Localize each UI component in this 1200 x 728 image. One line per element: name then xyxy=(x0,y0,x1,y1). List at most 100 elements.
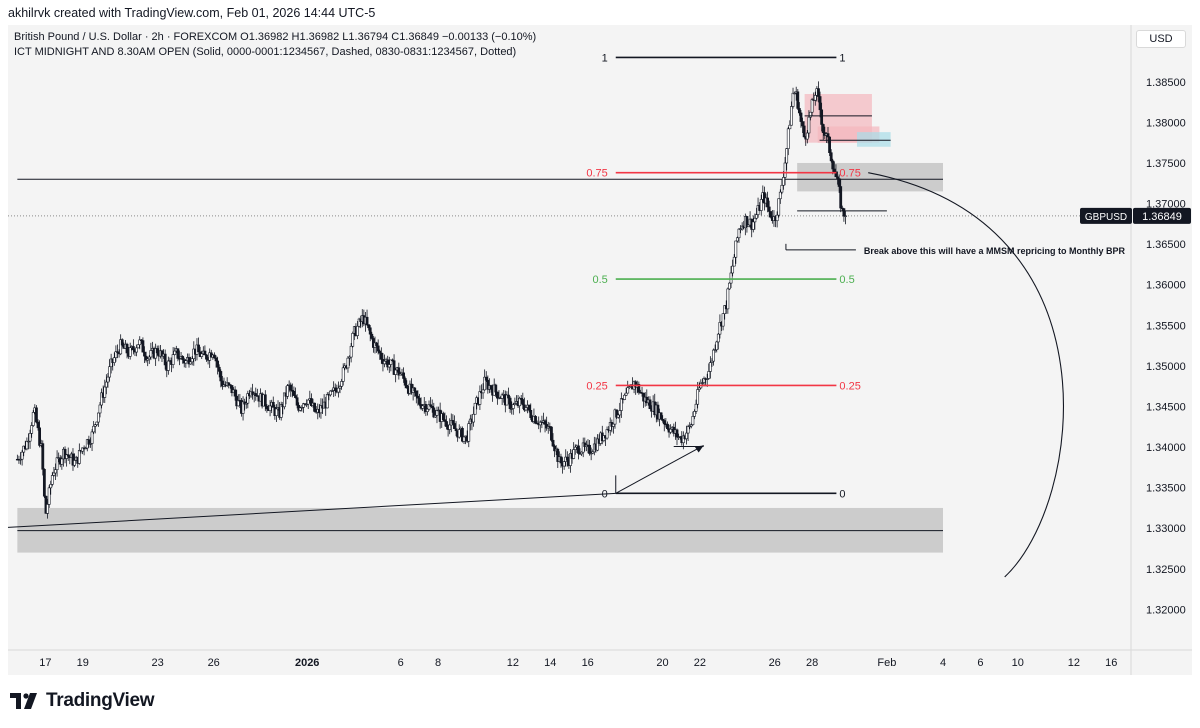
candle-up xyxy=(513,403,517,405)
candle-down xyxy=(219,371,223,382)
candle-up xyxy=(236,400,240,407)
candle-down xyxy=(391,359,394,362)
candle-down xyxy=(745,216,749,227)
candle-down xyxy=(418,397,421,405)
candle-down xyxy=(120,339,124,346)
candle-down xyxy=(527,404,531,411)
candle-up xyxy=(481,389,485,394)
candle-down xyxy=(289,384,293,391)
candle-up xyxy=(462,436,466,442)
candle-down xyxy=(543,420,547,425)
time-tick-label: 20 xyxy=(656,657,668,669)
time-tick-label: 22 xyxy=(694,657,706,669)
candle-up xyxy=(394,369,398,375)
candle-down xyxy=(163,353,167,366)
candle-down xyxy=(796,91,800,109)
time-tick-label: 6 xyxy=(977,657,983,669)
candle-up xyxy=(707,371,711,379)
candle-down xyxy=(821,124,825,133)
candle-down xyxy=(424,404,428,412)
candle-up xyxy=(128,347,132,357)
candle-up xyxy=(562,461,566,467)
fib-label-right: 0.75 xyxy=(839,168,860,180)
candle-down xyxy=(217,366,221,372)
candle-up xyxy=(735,237,739,242)
price-tick-label: 1.37500 xyxy=(1146,158,1186,170)
candle-up xyxy=(755,214,758,219)
candle-up xyxy=(136,344,140,349)
candle-up xyxy=(286,385,289,397)
candle-up xyxy=(108,366,111,378)
candle-up xyxy=(302,403,305,408)
candle-up xyxy=(693,411,696,417)
candle-up xyxy=(173,350,177,355)
candle-down xyxy=(36,421,40,429)
candle-down xyxy=(842,208,846,217)
candle-up xyxy=(713,349,717,351)
annotation-text: Break above this will have a MMSM repric… xyxy=(864,246,1126,256)
candle-down xyxy=(577,445,580,454)
price-tick-label: 1.32000 xyxy=(1146,604,1186,616)
candle-up xyxy=(50,475,54,485)
candle-down xyxy=(155,348,159,354)
candle-up xyxy=(387,364,391,368)
candle-down xyxy=(832,168,836,173)
candle-up xyxy=(753,217,757,223)
candle-up xyxy=(810,99,814,113)
candle-up xyxy=(433,415,437,418)
candle-down xyxy=(141,340,145,353)
tradingview-brand: TradingView xyxy=(10,690,155,712)
candle-up xyxy=(732,256,736,267)
candle-down xyxy=(826,133,830,138)
price-tick-label: 1.32500 xyxy=(1146,564,1186,576)
candle-up xyxy=(729,272,733,284)
candle-up xyxy=(473,402,477,415)
candle-up xyxy=(73,460,76,466)
candle-up xyxy=(448,424,452,430)
candle-down xyxy=(553,445,557,452)
candle-up xyxy=(47,487,51,505)
candle-up xyxy=(612,423,615,427)
candle-up xyxy=(518,397,522,407)
cyan-zone xyxy=(856,132,891,147)
candle-up xyxy=(694,403,698,412)
candle-up xyxy=(52,472,56,476)
time-tick-label: 16 xyxy=(582,657,594,669)
candle-up xyxy=(325,394,329,409)
candle-down xyxy=(839,186,843,209)
last-price-tag xyxy=(1133,207,1191,224)
candle-up xyxy=(337,387,340,393)
candle-up xyxy=(786,128,790,149)
candle-up xyxy=(60,458,64,465)
candle-up xyxy=(708,362,712,372)
candle-up xyxy=(166,360,170,371)
time-tick-label: 12 xyxy=(1068,657,1080,669)
currency-button[interactable]: USD xyxy=(1136,30,1186,48)
candle-down xyxy=(397,367,401,376)
candle-up xyxy=(100,392,103,406)
symbol-legend[interactable]: British Pound / U.S. Dollar · 2h · FOREX… xyxy=(14,31,537,43)
time-tick-label: 19 xyxy=(77,657,89,669)
candle-down xyxy=(131,346,135,351)
candle-down xyxy=(263,394,267,407)
candle-up xyxy=(478,391,482,405)
chart-frame[interactable] xyxy=(8,25,1192,675)
candle-down xyxy=(521,399,525,406)
time-tick-label: 17 xyxy=(39,657,51,669)
candle-up xyxy=(306,399,310,405)
candle-down xyxy=(494,384,498,393)
candle-down xyxy=(203,350,207,356)
candle-down xyxy=(41,443,45,470)
candle-up xyxy=(686,425,690,434)
candle-up xyxy=(712,349,715,362)
candle-down xyxy=(230,385,234,394)
candle-up xyxy=(696,389,700,405)
indicator-legend[interactable]: ICT MIDNIGHT AND 8.30AM OPEN (Solid, 000… xyxy=(14,46,517,58)
candle-up xyxy=(619,398,623,411)
candle-up xyxy=(77,449,81,464)
candle-up xyxy=(669,428,673,433)
price-tick-label: 1.36000 xyxy=(1146,280,1186,292)
candle-down xyxy=(565,456,569,461)
candle-down xyxy=(405,384,409,389)
